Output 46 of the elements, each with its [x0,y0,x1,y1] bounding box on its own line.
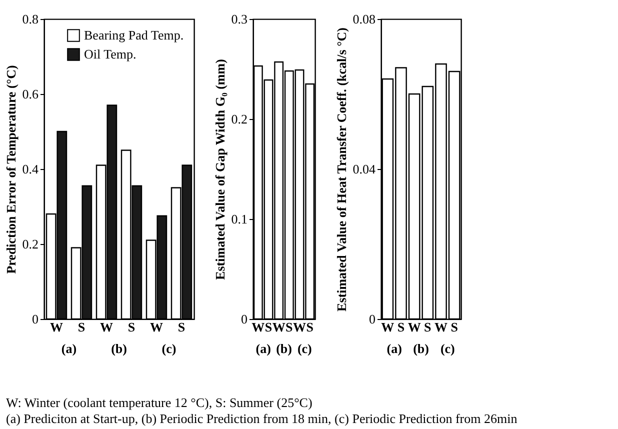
y-tick-label: 0.8 [22,12,38,26]
x-tick-label: W [100,320,113,334]
text: W: Winter (coolant temperature 12 °C), S: Summer (25°C) [6,395,314,411]
y-tick-label: 0 [241,312,248,326]
y-tick-label: 0.1 [231,212,248,226]
x-tick-label: S [286,320,293,334]
text: (b) [276,341,292,356]
x-tick-label: W [50,320,63,334]
x-tick-label: W [252,320,265,334]
y-axis-title: Estimated Value of Heat Transfer Coeff. (kcal/s °C) [334,28,349,312]
legend-label: Oil Temp. [84,46,136,62]
text: (c) [297,341,312,356]
y-tick-label: 0.4 [22,162,39,176]
x-tick-label: W [434,320,448,334]
y-tick-label: 0.6 [22,86,39,102]
x-tick-label: S [128,320,136,334]
x-tick-label: W [150,320,163,334]
text: (b) [413,341,429,356]
text: (a) [386,341,402,356]
x-tick-label: S [78,320,86,334]
x-tick-label: S [178,320,186,334]
y-tick-label: 0.2 [22,236,38,252]
text: (c) [162,341,176,356]
x-tick-label: S [264,320,272,334]
x-tick-label: W [272,320,286,334]
y-tick-label: 0.3 [231,12,248,26]
y-tick-label: 0 [32,312,38,326]
x-tick-label: S [306,320,314,334]
y-tick-label: 0.04 [352,162,376,176]
x-tick-label: S [450,320,458,334]
y-tick-label: 0.2 [231,112,248,126]
x-tick-label: S [424,320,432,334]
text: (b) [111,341,127,356]
x-tick-label: W [381,320,394,334]
text: (c) [440,341,455,356]
x-tick-label: W [293,320,306,334]
x-tick-label: S [397,320,405,334]
text: (a) [61,341,77,356]
text: (a) Prediciton at Start-up, (b) Periodic Prediction from 18 min, (c) Periodic Prediction from 26min [6,411,518,427]
x-tick-label: W [408,320,421,334]
y-axis-title: Prediction Error of Temperature (°C) [3,65,18,274]
y-axis-title: Estimated Value of Gap Width G₀ (mm) [212,59,228,280]
y-tick-label: 0.08 [352,12,376,26]
legend-label: Bearing Pad Temp. [84,28,184,42]
text: (a) [256,341,271,356]
y-tick-label: 0 [369,312,376,326]
